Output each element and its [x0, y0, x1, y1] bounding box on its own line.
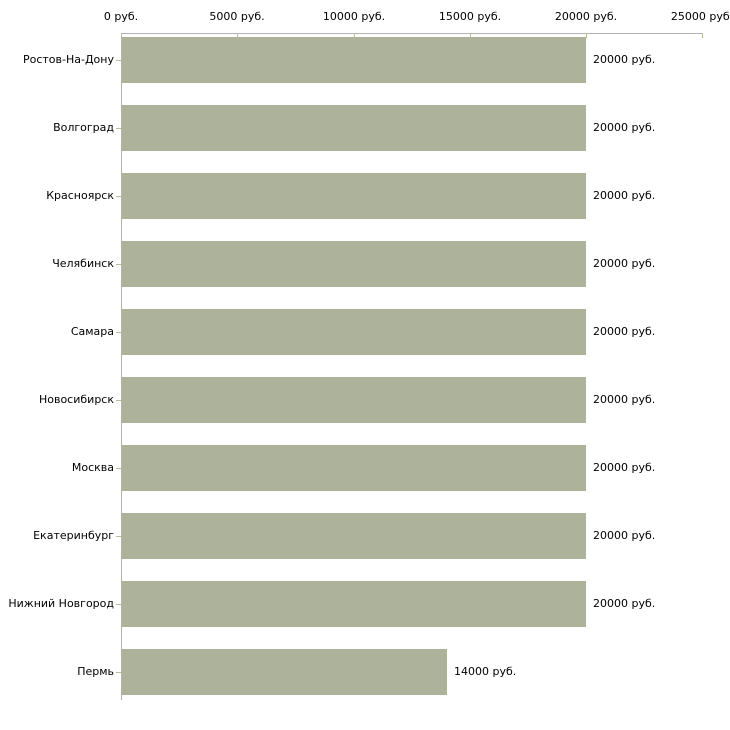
category-label: Пермь: [77, 665, 114, 678]
bar: [122, 513, 586, 559]
x-axis-tick-mark: [586, 33, 587, 38]
category-label: Москва: [71, 461, 114, 474]
bar-value-label: 20000 руб.: [593, 529, 656, 542]
bar-value-label: 20000 руб.: [593, 189, 656, 202]
y-axis-tick-mark: [116, 264, 121, 265]
bar-value-label: 20000 руб.: [593, 53, 656, 66]
y-axis-tick-mark: [116, 128, 121, 129]
bar-value-label: 20000 руб.: [593, 597, 656, 610]
y-axis-tick-mark: [116, 468, 121, 469]
x-axis-tick-label: 20000 руб.: [554, 10, 618, 23]
bar: [122, 649, 447, 695]
category-label: Ростов-На-Дону: [22, 53, 114, 66]
y-axis-tick-mark: [116, 400, 121, 401]
bar-value-label: 20000 руб.: [593, 257, 656, 270]
bar-value-label: 20000 руб.: [593, 121, 656, 134]
category-label: Самара: [70, 325, 114, 338]
category-label: Красноярск: [46, 189, 114, 202]
bar-value-label: 20000 руб.: [593, 393, 656, 406]
bar: [122, 241, 586, 287]
x-axis-tick-label: 25000 руб.: [670, 10, 730, 23]
x-axis-tick-mark: [470, 33, 471, 38]
bar: [122, 173, 586, 219]
category-label: Новосибирск: [38, 393, 114, 406]
y-axis-tick-mark: [116, 672, 121, 673]
bar-value-label: 20000 руб.: [593, 325, 656, 338]
x-axis-tick-mark: [354, 33, 355, 38]
y-axis-tick-mark: [116, 604, 121, 605]
x-axis-line: [121, 33, 702, 34]
bar: [122, 581, 586, 627]
category-label: Нижний Новгород: [8, 597, 114, 610]
x-axis-tick-mark: [121, 33, 122, 38]
bar-value-label: 14000 руб.: [454, 665, 517, 678]
category-label: Волгоград: [53, 121, 114, 134]
x-axis-tick-label: 10000 руб.: [322, 10, 386, 23]
x-axis-tick-mark: [237, 33, 238, 38]
x-axis-tick-mark: [702, 33, 703, 38]
y-axis-tick-mark: [116, 536, 121, 537]
bar: [122, 309, 586, 355]
bar: [122, 445, 586, 491]
y-axis-line: [121, 33, 122, 700]
bar: [122, 105, 586, 151]
x-axis-tick-label: 0 руб.: [103, 10, 139, 23]
bar: [122, 377, 586, 423]
x-axis-tick-label: 15000 руб.: [438, 10, 502, 23]
category-label: Екатеринбург: [33, 529, 114, 542]
y-axis-tick-mark: [116, 196, 121, 197]
bar-value-label: 20000 руб.: [593, 461, 656, 474]
bar: [122, 37, 586, 83]
y-axis-tick-mark: [116, 60, 121, 61]
x-axis-tick-label: 5000 руб.: [209, 10, 265, 23]
category-label: Челябинск: [52, 257, 114, 270]
y-axis-tick-mark: [116, 332, 121, 333]
